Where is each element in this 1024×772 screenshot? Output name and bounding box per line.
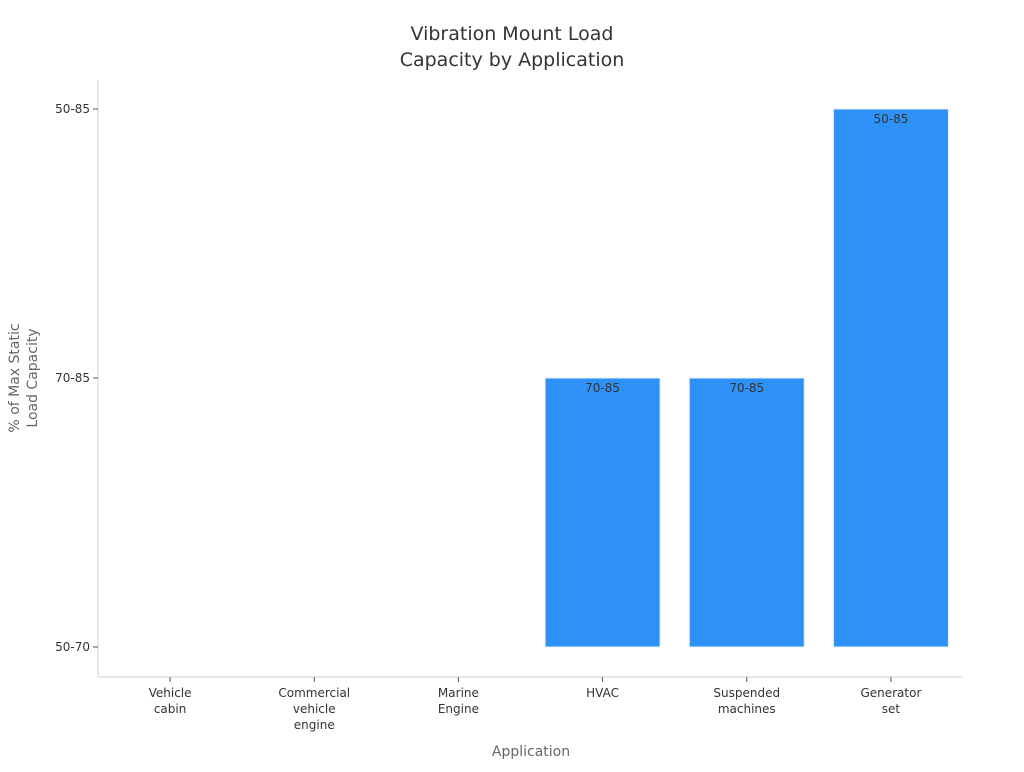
bar-data-label: 50-85 [873, 112, 908, 126]
y-axis-label: % of Max Static Load Capacity [7, 323, 41, 432]
x-tick-label: Generator [860, 686, 921, 700]
x-tick-label: Vehicle [149, 686, 192, 700]
chart-title-line: Vibration Mount Load [411, 23, 614, 45]
bar [688, 377, 805, 648]
bars: 70-85 70-85 50-85 [544, 108, 949, 648]
chart-title: Vibration Mount Load Capacity by Applicat… [400, 23, 625, 71]
x-tick-label: vehicle [293, 702, 336, 716]
x-tick-label: machines [718, 702, 776, 716]
x-tick-label: engine [294, 718, 335, 732]
x-tick-label: cabin [154, 702, 187, 716]
y-tick-label: 50-85 [55, 102, 90, 116]
x-tick-label: Marine [438, 686, 479, 700]
y-axis-label-rotated: % of Max Static Load Capacity [7, 323, 41, 432]
x-tick-label: Commercial [278, 686, 350, 700]
x-tick-label: Engine [438, 702, 479, 716]
bar-data-label: 70-85 [585, 381, 620, 395]
bar [832, 108, 949, 648]
y-axis-label-line: % of Max Static [7, 323, 23, 432]
x-tick-label: Suspended [713, 686, 780, 700]
bar-data-label: 70-85 [729, 381, 764, 395]
y-axis-label-line: Load Capacity [25, 328, 41, 427]
x-tick-label: set [882, 702, 901, 716]
y-ticks: 50-70 70-85 50-85 [55, 102, 98, 654]
bar [544, 377, 661, 648]
chart-title-line: Capacity by Application [400, 49, 625, 71]
y-tick-label: 70-85 [55, 371, 90, 385]
x-ticks: Vehicle cabin Commercial vehicle engine Marin… [149, 677, 921, 732]
x-tick-label: HVAC [586, 686, 619, 700]
x-axis-label: Application [492, 744, 570, 760]
y-tick-label: 50-70 [55, 640, 90, 654]
